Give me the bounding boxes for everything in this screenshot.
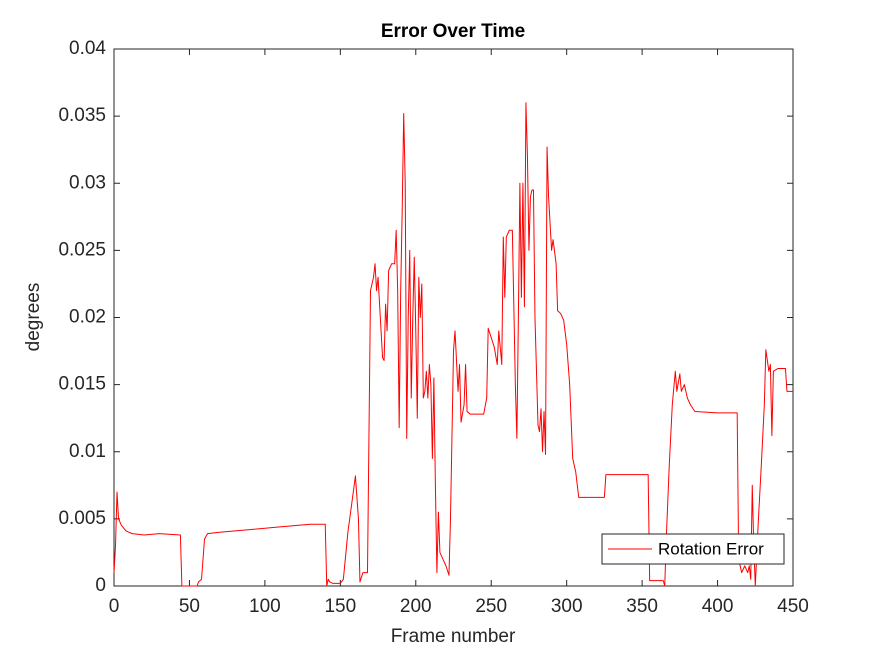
x-tick-label: 250 [475, 596, 507, 617]
y-tick-label: 0.015 [58, 374, 106, 395]
x-tick-label: 100 [249, 596, 281, 617]
chart-title: Error Over Time [381, 21, 525, 42]
y-tick-label: 0.02 [69, 307, 106, 328]
legend-label: Rotation Error [658, 539, 764, 558]
legend-box [601, 533, 785, 565]
x-tick-label: 350 [626, 596, 658, 617]
plot-area [113, 48, 794, 587]
x-tick-label: 200 [400, 596, 432, 617]
y-tick-label: 0.035 [58, 105, 106, 126]
y-tick-label: 0.005 [58, 508, 106, 529]
y-tick-label: 0.03 [69, 172, 106, 193]
y-tick-label: 0.01 [69, 441, 106, 462]
x-axis-label: Frame number [391, 626, 516, 647]
y-axis-label: degrees [23, 283, 44, 352]
y-tick-label: 0 [95, 575, 106, 596]
x-tick-label: 150 [324, 596, 356, 617]
y-tick-label: 0.025 [58, 239, 106, 260]
x-tick-label: 50 [179, 596, 200, 617]
x-tick-label: 400 [702, 596, 734, 617]
x-tick-label: 450 [777, 596, 809, 617]
x-tick-label: 0 [109, 596, 120, 617]
data-line [113, 102, 793, 587]
y-tick-label: 0.04 [69, 38, 106, 59]
x-tick-label: 300 [551, 596, 583, 617]
